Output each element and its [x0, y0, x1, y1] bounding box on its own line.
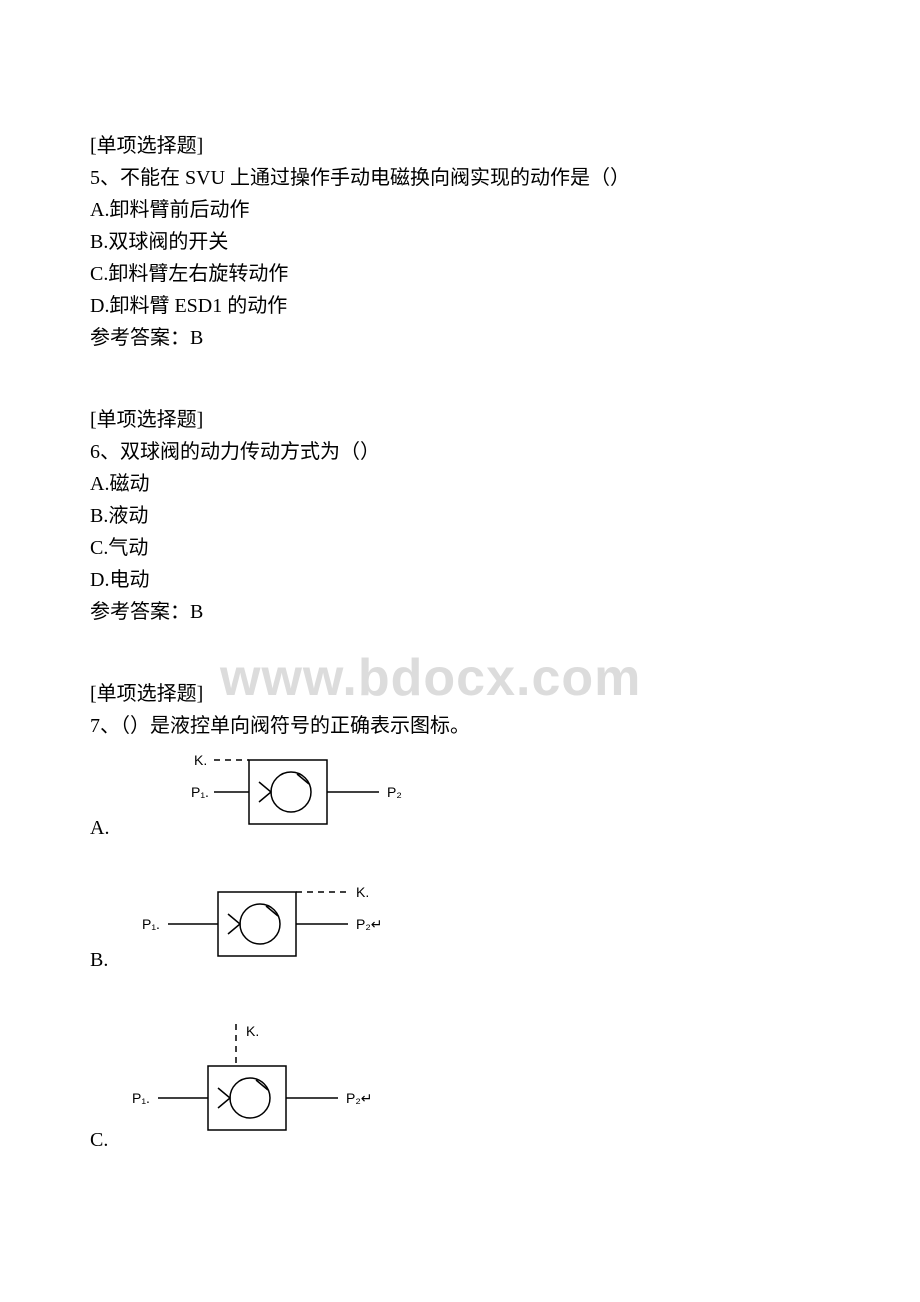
question-stem: 7、（）是液控单向阀符号的正确表示图标。 [90, 710, 830, 742]
question-type-label: [单项选择题] [90, 404, 830, 436]
option-d: D.电动 [90, 564, 830, 596]
svg-text:K.: K. [194, 752, 207, 768]
svg-text:P₂: P₂ [387, 784, 402, 800]
answer: 参考答案：B [90, 322, 830, 354]
option-d: D.卸料臂 ESD1 的动作 [90, 290, 830, 322]
question-5: [单项选择题] 5、不能在 SVU 上通过操作手动电磁换向阀实现的动作是（） A… [90, 130, 830, 354]
question-stem: 6、双球阀的动力传动方式为（） [90, 436, 830, 468]
option-c-label: C. [90, 1124, 108, 1160]
svg-text:P₂↵: P₂↵ [346, 1090, 373, 1106]
svg-text:K.: K. [356, 884, 369, 900]
question-type-label: [单项选择题] [90, 130, 830, 162]
option-b-label: B. [90, 944, 108, 980]
question-stem: 5、不能在 SVU 上通过操作手动电磁换向阀实现的动作是（） [90, 162, 830, 194]
diagram-b: K. P₁. P₂↵ [118, 878, 418, 980]
diagram-c: K. P₁. P₂↵ [118, 1010, 398, 1160]
svg-text:K.: K. [246, 1023, 259, 1039]
question-6: [单项选择题] 6、双球阀的动力传动方式为（） A.磁动 B.液动 C.气动 D… [90, 404, 830, 628]
option-b: B.双球阀的开关 [90, 226, 830, 258]
question-type-label: [单项选择题] [90, 678, 830, 710]
svg-text:P₂↵: P₂↵ [356, 916, 383, 932]
option-a-row: A. K. [90, 748, 830, 848]
option-a: A.磁动 [90, 468, 830, 500]
option-c: C.卸料臂左右旋转动作 [90, 258, 830, 290]
diagram-a: K. P₁. P₂ [119, 748, 419, 848]
option-a: A.卸料臂前后动作 [90, 194, 830, 226]
option-b: B.液动 [90, 500, 830, 532]
svg-text:P₁.: P₁. [142, 916, 160, 932]
option-a-label: A. [90, 812, 109, 848]
option-b-row: B. K. [90, 878, 830, 980]
question-7: [单项选择题] 7、（）是液控单向阀符号的正确表示图标。 A. [90, 678, 830, 1160]
option-c: C.气动 [90, 532, 830, 564]
option-c-row: C. K. [90, 1010, 830, 1160]
answer: 参考答案：B [90, 596, 830, 628]
document-content: [单项选择题] 5、不能在 SVU 上通过操作手动电磁换向阀实现的动作是（） A… [90, 130, 830, 1160]
svg-text:P₁.: P₁. [132, 1090, 150, 1106]
svg-text:P₁.: P₁. [191, 784, 209, 800]
